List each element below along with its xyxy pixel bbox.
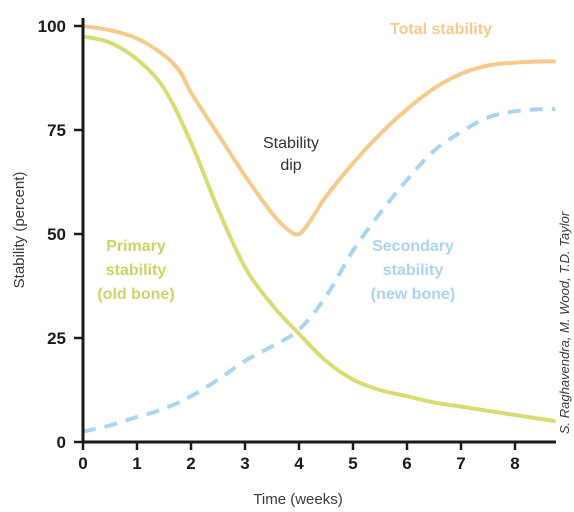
x-axis-title: Time (weeks) [253, 491, 342, 508]
x-tick-label: 8 [510, 454, 519, 473]
primary-stability-line [82, 34, 556, 424]
x-tick-label: 7 [456, 454, 465, 473]
x-tick-label: 1 [132, 454, 141, 473]
y-tick-label: 50 [47, 225, 66, 244]
dip-annotation: Stability dip [263, 135, 319, 174]
y-tick-label: 75 [47, 121, 66, 140]
total-annotation: Total stability [390, 21, 492, 38]
secondary-stability-line [82, 107, 556, 434]
y-tick-label: 0 [57, 433, 66, 452]
x-tick-label: 0 [78, 454, 87, 473]
x-tick-label: 6 [402, 454, 411, 473]
credit-text: S. Raghavendra, M. Wood, T.D. Taylor [557, 211, 572, 434]
x-tick-label: 5 [348, 454, 357, 473]
x-tick-label: 4 [294, 454, 304, 473]
x-tick-label: 3 [240, 454, 249, 473]
y-tick-label: 100 [38, 17, 66, 36]
y-tick-label: 25 [47, 329, 66, 348]
primary-annotation: Primary stability (old bone) [97, 238, 174, 303]
y-axis-title: Stability (percent) [11, 172, 28, 289]
x-tick-label: 2 [186, 454, 195, 473]
secondary-annotation: Secondary stability (new bone) [371, 238, 455, 303]
total-stability-line [82, 24, 556, 237]
